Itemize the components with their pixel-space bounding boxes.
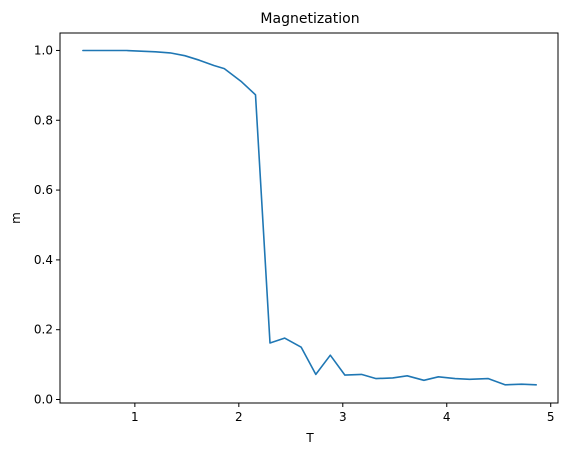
- plot-area-frame: [59, 32, 559, 404]
- x-axis-label: T: [305, 431, 314, 445]
- magnetization-series-line: [82, 49, 538, 386]
- y-tick-label: 0.0: [34, 393, 53, 407]
- x-tick-label: 2: [235, 410, 243, 424]
- y-tick-label: 0.6: [34, 183, 53, 197]
- y-tick-label: 1.0: [34, 43, 53, 57]
- x-tick-label: 4: [443, 410, 451, 424]
- y-tick-label: 0.8: [34, 113, 53, 127]
- x-tick-label: 5: [547, 410, 555, 424]
- y-tick-label: 0.4: [34, 253, 53, 267]
- y-axis-ticks: 0.0 0.2 0.4 0.6 0.8 1.0: [34, 43, 60, 407]
- x-tick-label: 3: [339, 410, 347, 424]
- y-tick-label: 0.2: [34, 323, 53, 337]
- y-axis-label: m: [9, 212, 23, 224]
- x-axis-ticks: 1 2 3 4 5: [131, 403, 555, 424]
- chart-title: Magnetization: [260, 11, 359, 27]
- x-tick-label: 1: [131, 410, 139, 424]
